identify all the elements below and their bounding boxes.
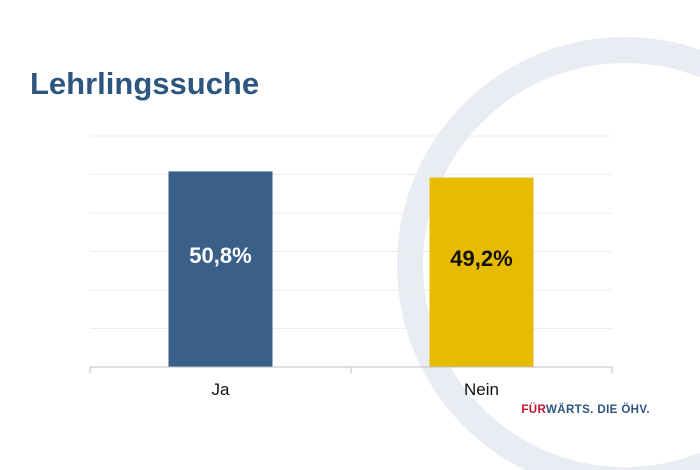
x-tick-label: Ja <box>212 380 231 399</box>
data-label: 49,2% <box>450 246 512 271</box>
bar-ja <box>168 171 273 367</box>
bar-nein <box>429 177 534 367</box>
data-label: 50,8% <box>189 243 251 268</box>
page-title: Lehrlingssuche <box>30 66 260 101</box>
footer-slogan-rest: WÄRTS. DIE ÖHV. <box>546 404 650 416</box>
footer-slogan-highlight: FÜR <box>521 404 547 416</box>
x-tick-label: Nein <box>464 380 499 399</box>
footer-slogan: FÜRWÄRTS. DIE ÖHV. <box>521 404 650 416</box>
